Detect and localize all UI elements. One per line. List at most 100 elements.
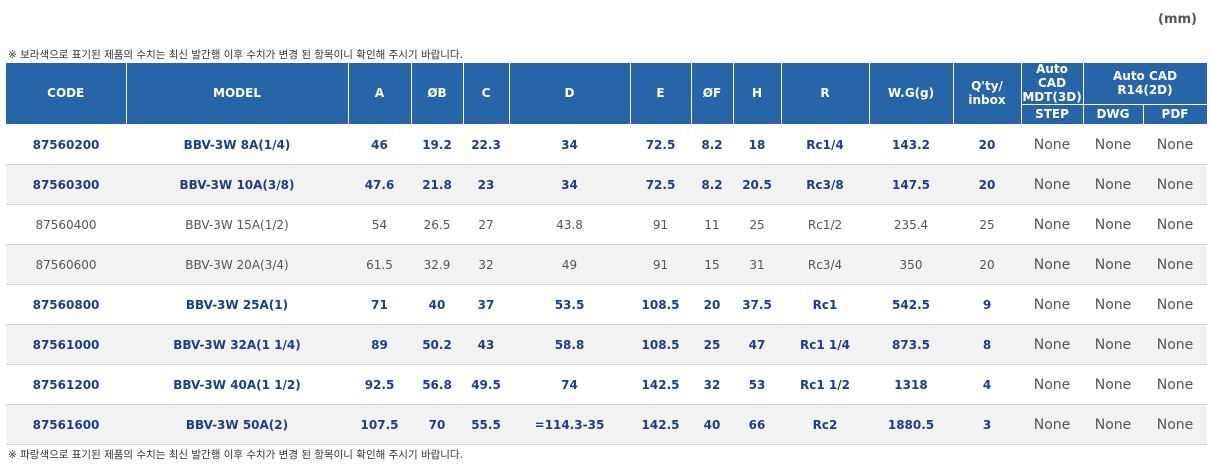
cell-c: 43 <box>463 324 509 366</box>
cell-code: 87560600 <box>6 244 126 286</box>
cell-h: 47 <box>733 324 781 366</box>
table-row: 87560800 BBV-3W 25A(1) 71 40 37 53.5 108.5 20 37… <box>6 284 1208 326</box>
header-cad3d-line1: Auto CAD <box>1036 62 1068 90</box>
cell-qty: 20 <box>953 244 1021 286</box>
cell-a: 71 <box>348 284 411 326</box>
cell-f: 20 <box>691 284 733 326</box>
pdf-link[interactable]: None <box>1143 284 1208 326</box>
step-link[interactable]: None <box>1021 244 1083 286</box>
header-cad3d-line2: MDT(3D) <box>1022 89 1082 104</box>
cell-r: Rc2 <box>781 404 869 446</box>
note-top: ※ 보라색으로 표기된 제품의 수치는 최신 발간행 이후 수치가 변경 된 항… <box>8 49 463 61</box>
cell-f: 15 <box>691 244 733 286</box>
cell-b: 70 <box>411 404 463 446</box>
cell-r: Rc3/8 <box>781 164 869 206</box>
cell-wg: 542.5 <box>869 284 953 326</box>
header-qty-line2: inbox <box>968 92 1006 107</box>
header-c: C <box>462 63 510 126</box>
cell-d: 43.8 <box>509 204 630 246</box>
cell-qty: 20 <box>953 164 1021 206</box>
cell-qty: 8 <box>953 324 1021 366</box>
cell-wg: 350 <box>869 244 953 286</box>
cell-d: 49 <box>509 244 630 286</box>
dwg-link[interactable]: None <box>1083 404 1143 446</box>
header-wg: W.G(g) <box>868 63 954 126</box>
dwg-link[interactable]: None <box>1083 284 1143 326</box>
cell-r: Rc3/4 <box>781 244 869 286</box>
cell-model: BBV-3W 50A(2) <box>126 404 348 446</box>
table-row: 87561600 BBV-3W 50A(2) 107.5 70 55.5 =114.3-3… <box>6 404 1208 446</box>
cell-b: 26.5 <box>411 204 463 246</box>
cell-c: 23 <box>463 164 509 206</box>
pdf-link[interactable]: None <box>1143 124 1208 166</box>
cell-f: 8.2 <box>691 124 733 166</box>
cell-f: 32 <box>691 364 733 406</box>
cell-h: 37.5 <box>733 284 781 326</box>
cell-e: 108.5 <box>630 284 691 326</box>
cell-r: Rc1 1/2 <box>781 364 869 406</box>
cell-code: 87561000 <box>6 324 126 366</box>
cell-d: 74 <box>509 364 630 406</box>
dwg-link[interactable]: None <box>1083 124 1143 166</box>
step-link[interactable]: None <box>1021 124 1083 166</box>
cell-e: 91 <box>630 244 691 286</box>
cell-a: 47.6 <box>348 164 411 206</box>
cell-e: 142.5 <box>630 364 691 406</box>
cell-e: 72.5 <box>630 164 691 206</box>
cell-d: 53.5 <box>509 284 630 326</box>
cell-f: 8.2 <box>691 164 733 206</box>
dwg-link[interactable]: None <box>1083 204 1143 246</box>
dwg-link[interactable]: None <box>1083 364 1143 406</box>
header-cad3d: Auto CAD MDT(3D) <box>1020 62 1084 106</box>
note-bottom: ※ 파랑색으로 표기된 제품의 수치는 최신 발간행 이후 수치가 변경 된 항… <box>8 449 463 461</box>
step-link[interactable]: None <box>1021 364 1083 406</box>
cell-c: 22.3 <box>463 124 509 166</box>
pdf-link[interactable]: None <box>1143 204 1208 246</box>
pdf-link[interactable]: None <box>1143 324 1208 366</box>
step-link[interactable]: None <box>1021 164 1083 206</box>
pdf-link[interactable]: None <box>1143 164 1208 206</box>
cell-a: 107.5 <box>348 404 411 446</box>
cell-code: 87560800 <box>6 284 126 326</box>
header-b: ØB <box>410 63 464 126</box>
step-link[interactable]: None <box>1021 284 1083 326</box>
dwg-link[interactable]: None <box>1083 164 1143 206</box>
cell-code: 87560400 <box>6 204 126 246</box>
cell-wg: 873.5 <box>869 324 953 366</box>
header-qty-line1: Q'ty/ <box>971 78 1003 93</box>
dwg-link[interactable]: None <box>1083 324 1143 366</box>
pdf-link[interactable]: None <box>1143 364 1208 406</box>
cell-wg: 143.2 <box>869 124 953 166</box>
cell-wg: 1318 <box>869 364 953 406</box>
step-link[interactable]: None <box>1021 204 1083 246</box>
table-row: 87560400 BBV-3W 15A(1/2) 54 26.5 27 43.8 91 11 2… <box>6 204 1208 246</box>
table-row: 87560300 BBV-3W 10A(3/8) 47.6 21.8 23 34 72.5 8… <box>6 164 1208 206</box>
cell-b: 40 <box>411 284 463 326</box>
cell-r: Rc1/2 <box>781 204 869 246</box>
cell-r: Rc1/4 <box>781 124 869 166</box>
cell-b: 56.8 <box>411 364 463 406</box>
cell-wg: 147.5 <box>869 164 953 206</box>
cell-model: BBV-3W 40A(1 1/2) <box>126 364 348 406</box>
step-link[interactable]: None <box>1021 324 1083 366</box>
table-row: 87561000 BBV-3W 32A(1 1/4) 89 50.2 43 58.8 108… <box>6 324 1208 366</box>
cell-f: 11 <box>691 204 733 246</box>
cell-qty: 9 <box>953 284 1021 326</box>
cell-d: 58.8 <box>509 324 630 366</box>
cell-d: =114.3-35 <box>509 404 630 446</box>
cell-c: 27 <box>463 204 509 246</box>
pdf-link[interactable]: None <box>1143 244 1208 286</box>
dwg-link[interactable]: None <box>1083 244 1143 286</box>
cell-f: 25 <box>691 324 733 366</box>
cell-a: 61.5 <box>348 244 411 286</box>
step-link[interactable]: None <box>1021 404 1083 446</box>
cell-code: 87560200 <box>6 124 126 166</box>
cell-c: 49.5 <box>463 364 509 406</box>
cell-b: 21.8 <box>411 164 463 206</box>
pdf-link[interactable]: None <box>1143 404 1208 446</box>
cell-e: 108.5 <box>630 324 691 366</box>
cell-code: 87561200 <box>6 364 126 406</box>
header-dwg: DWG <box>1082 104 1144 126</box>
cell-e: 91 <box>630 204 691 246</box>
header-a: A <box>347 63 412 126</box>
